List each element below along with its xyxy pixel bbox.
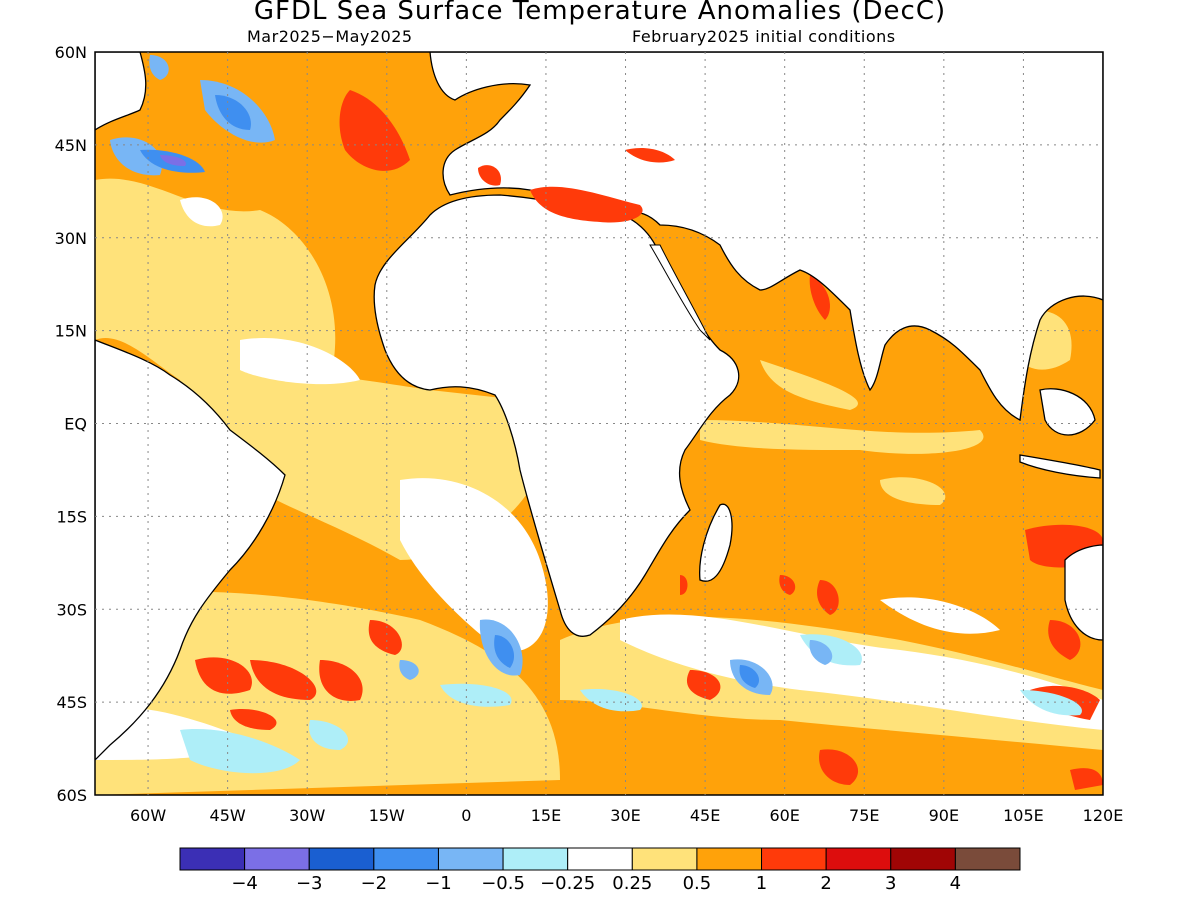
colorbar-label: 4: [950, 873, 961, 894]
longitude-labels: 60W 45W 30W 15W 0 15E 30E 45E 60E 75E 90E 105E 120E: [130, 806, 1123, 825]
colorbar-swatch: [825, 847, 892, 871]
south-america-land: [95, 339, 286, 761]
mediterranean-warm: [478, 148, 675, 223]
colorbar-label: −4: [231, 873, 258, 894]
longitude-label: 120E: [1083, 806, 1124, 825]
longitude-label: 15E: [531, 806, 561, 825]
latitude-label: 15N: [55, 322, 87, 341]
colorbar: [179, 847, 1021, 871]
colorbar-swatch: [696, 847, 763, 871]
colorbar-label: 0.25: [612, 873, 652, 894]
forecast-period: Mar2025−May2025: [247, 27, 413, 46]
latitude-label: 45S: [56, 693, 87, 712]
colorbar-swatch: [179, 847, 246, 871]
borneo-land: [1039, 388, 1096, 436]
longitude-label: 0: [461, 806, 471, 825]
longitude-label: 15W: [369, 806, 405, 825]
map-title: GFDL Sea Surface Temperature Anomalies (…: [253, 0, 947, 26]
latitude-labels: 60N 45N 30N 15N EQ 15S 30S 45S 60S: [55, 43, 87, 805]
longitude-label: 60W: [130, 806, 166, 825]
longitude-label: 45W: [210, 806, 246, 825]
colorbar-label: −3: [296, 873, 323, 894]
colorbar-label: −2: [361, 873, 388, 894]
colorbar-label: 3: [885, 873, 896, 894]
longitude-label: 105E: [1003, 806, 1044, 825]
madagascar-land: [699, 503, 733, 582]
colorbar-swatch: [437, 847, 504, 871]
latitude-label: 30N: [55, 229, 87, 248]
longitude-label: 60E: [769, 806, 799, 825]
cool-extreme-region: [160, 155, 186, 166]
colorbar-label: −1: [425, 873, 452, 894]
longitude-label: 30E: [610, 806, 640, 825]
latitude-label: 45N: [55, 136, 87, 155]
graticule: [95, 52, 1103, 795]
indonesia-land: [1019, 454, 1101, 479]
colorbar-label: 1: [756, 873, 767, 894]
neutral-regions: [95, 197, 1103, 760]
colorbar-swatch: [244, 847, 310, 871]
initial-conditions: February2025 initial conditions: [632, 27, 896, 46]
colorbar-label: −0.5: [481, 873, 525, 894]
eurasia-land: [429, 52, 1103, 421]
colorbar-swatch: [890, 847, 956, 871]
colorbar-swatch: [373, 847, 439, 871]
longitude-label: 45E: [690, 806, 720, 825]
colorbar-swatch: [631, 847, 698, 871]
latitude-label: 15S: [56, 507, 87, 526]
colorbar-swatch: [761, 847, 827, 871]
colorbar-swatch: [954, 847, 1021, 871]
latitude-label: 60N: [55, 43, 87, 62]
longitude-label: 90E: [929, 806, 959, 825]
latitude-label: EQ: [64, 415, 87, 434]
colorbar-swatch: [502, 847, 569, 871]
greenland-canada-land: [95, 52, 147, 131]
land-masses: [95, 52, 1103, 761]
latitude-label: 60S: [56, 786, 87, 805]
longitude-label: 75E: [849, 806, 879, 825]
colorbar-swatch: [567, 847, 633, 871]
colorbar-label: −0.25: [540, 873, 595, 894]
colorbar-label: 2: [820, 873, 831, 894]
colorbar-swatch: [308, 847, 375, 871]
colorbar-labels: −4 −3 −2 −1 −0.5 −0.25 0.25 0.5 1 2 3 4: [231, 873, 961, 894]
colorbar-label: 0.5: [683, 873, 712, 894]
latitude-label: 30S: [56, 600, 87, 619]
longitude-label: 30W: [289, 806, 325, 825]
